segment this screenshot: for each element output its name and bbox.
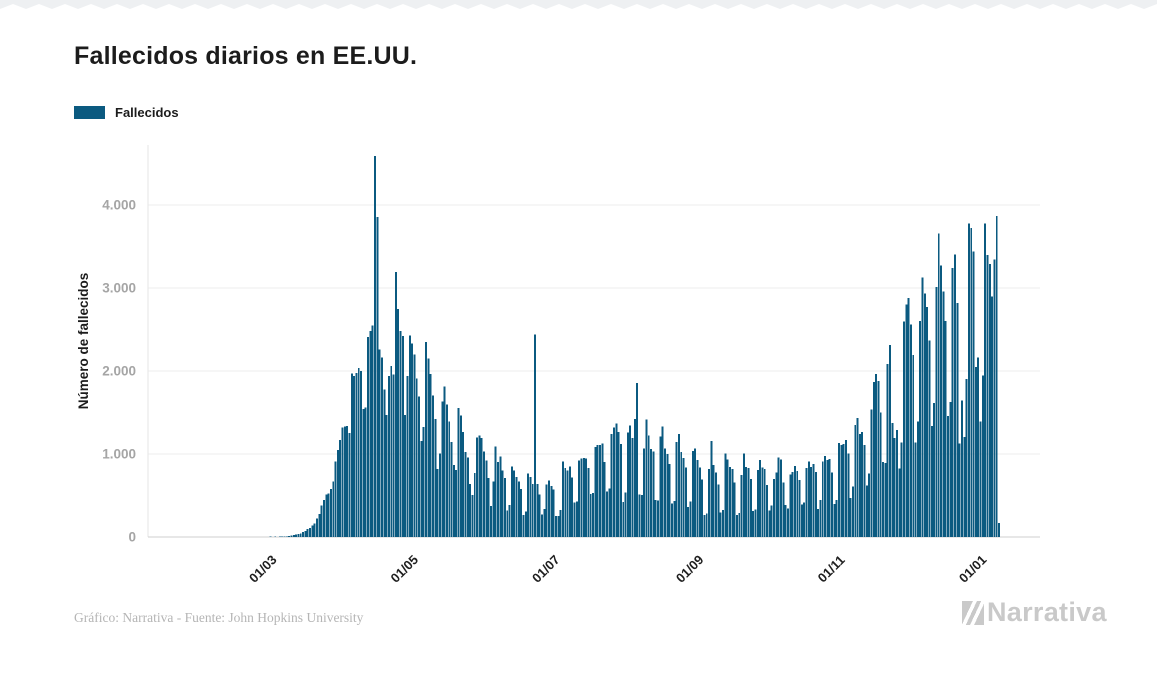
- legend-label: Fallecidos: [115, 105, 179, 120]
- svg-text:0: 0: [128, 530, 136, 545]
- svg-text:01/05: 01/05: [388, 552, 422, 586]
- narrativa-logo-text: Narrativa: [987, 597, 1107, 627]
- svg-text:Número de fallecidos: Número de fallecidos: [76, 273, 91, 410]
- svg-text:01/01: 01/01: [956, 552, 990, 586]
- narrativa-logo-icon: [962, 600, 984, 625]
- svg-text:4.000: 4.000: [102, 198, 136, 213]
- narrativa-logo: Narrativa: [962, 597, 1107, 628]
- svg-text:1.000: 1.000: [102, 447, 136, 462]
- svg-text:01/11: 01/11: [815, 552, 848, 585]
- legend: Fallecidos: [74, 105, 179, 120]
- page-title: Fallecidos diarios en EE.UU.: [74, 42, 418, 70]
- svg-text:3.000: 3.000: [102, 281, 136, 296]
- svg-text:01/09: 01/09: [673, 552, 707, 586]
- svg-text:01/07: 01/07: [529, 552, 563, 586]
- source-credit: Gráfico: Narrativa - Fuente: John Hopkin…: [74, 610, 364, 625]
- torn-edge-decoration: [0, 0, 1157, 9]
- legend-swatch-icon: [74, 106, 105, 119]
- svg-text:01/03: 01/03: [246, 552, 280, 586]
- svg-text:2.000: 2.000: [102, 364, 136, 379]
